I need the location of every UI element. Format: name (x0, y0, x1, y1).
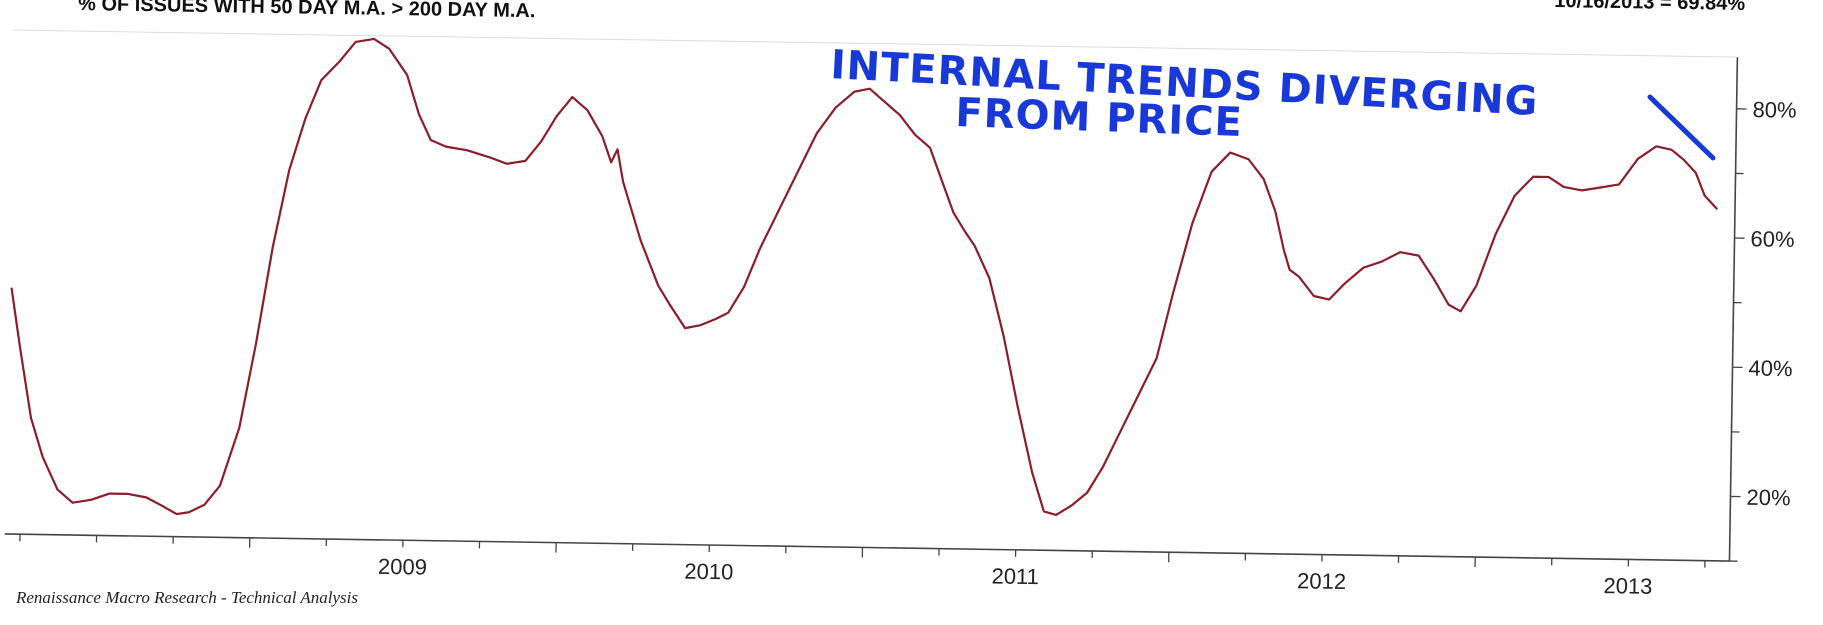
x-tick-label: 2009 (378, 554, 427, 580)
x-tick-label: 2013 (1603, 573, 1652, 599)
y-tick-label: 80% (1752, 97, 1796, 123)
y-ticks: 80% 60% 40% 20% (1729, 97, 1797, 562)
annotation-stroke (1647, 94, 1716, 161)
x-tick-label: 2010 (684, 559, 733, 585)
handwritten-annotation: INTERNAL TRENDS DIVERGING FROM PRICE (829, 42, 1716, 161)
chart-title: % OF ISSUES WITH 50 DAY M.A. > 200 DAY M… (78, 0, 536, 22)
x-tick-label: 2011 (991, 563, 1039, 589)
y-axis-line (1728, 57, 1739, 562)
latest-value-label: 10/16/2013 = 69.84% (1554, 0, 1745, 15)
y-tick-label: 20% (1746, 485, 1790, 511)
plot-area: 2009 2010 2011 2012 2013 80% 60% 40% 20% (4, 29, 1797, 599)
series-line (10, 37, 1718, 517)
y-tick-label: 40% (1748, 355, 1792, 381)
x-ticks: 2009 2010 2011 2012 2013 (19, 534, 1706, 599)
plot-top-border (12, 29, 1738, 58)
x-tick-label: 2012 (1297, 568, 1346, 594)
x-axis-line (4, 533, 1730, 562)
annotation-line-2: FROM PRICE (955, 90, 1244, 146)
footer-source: Renaissance Macro Research - Technical A… (15, 588, 358, 607)
y-tick-label: 60% (1750, 226, 1794, 252)
